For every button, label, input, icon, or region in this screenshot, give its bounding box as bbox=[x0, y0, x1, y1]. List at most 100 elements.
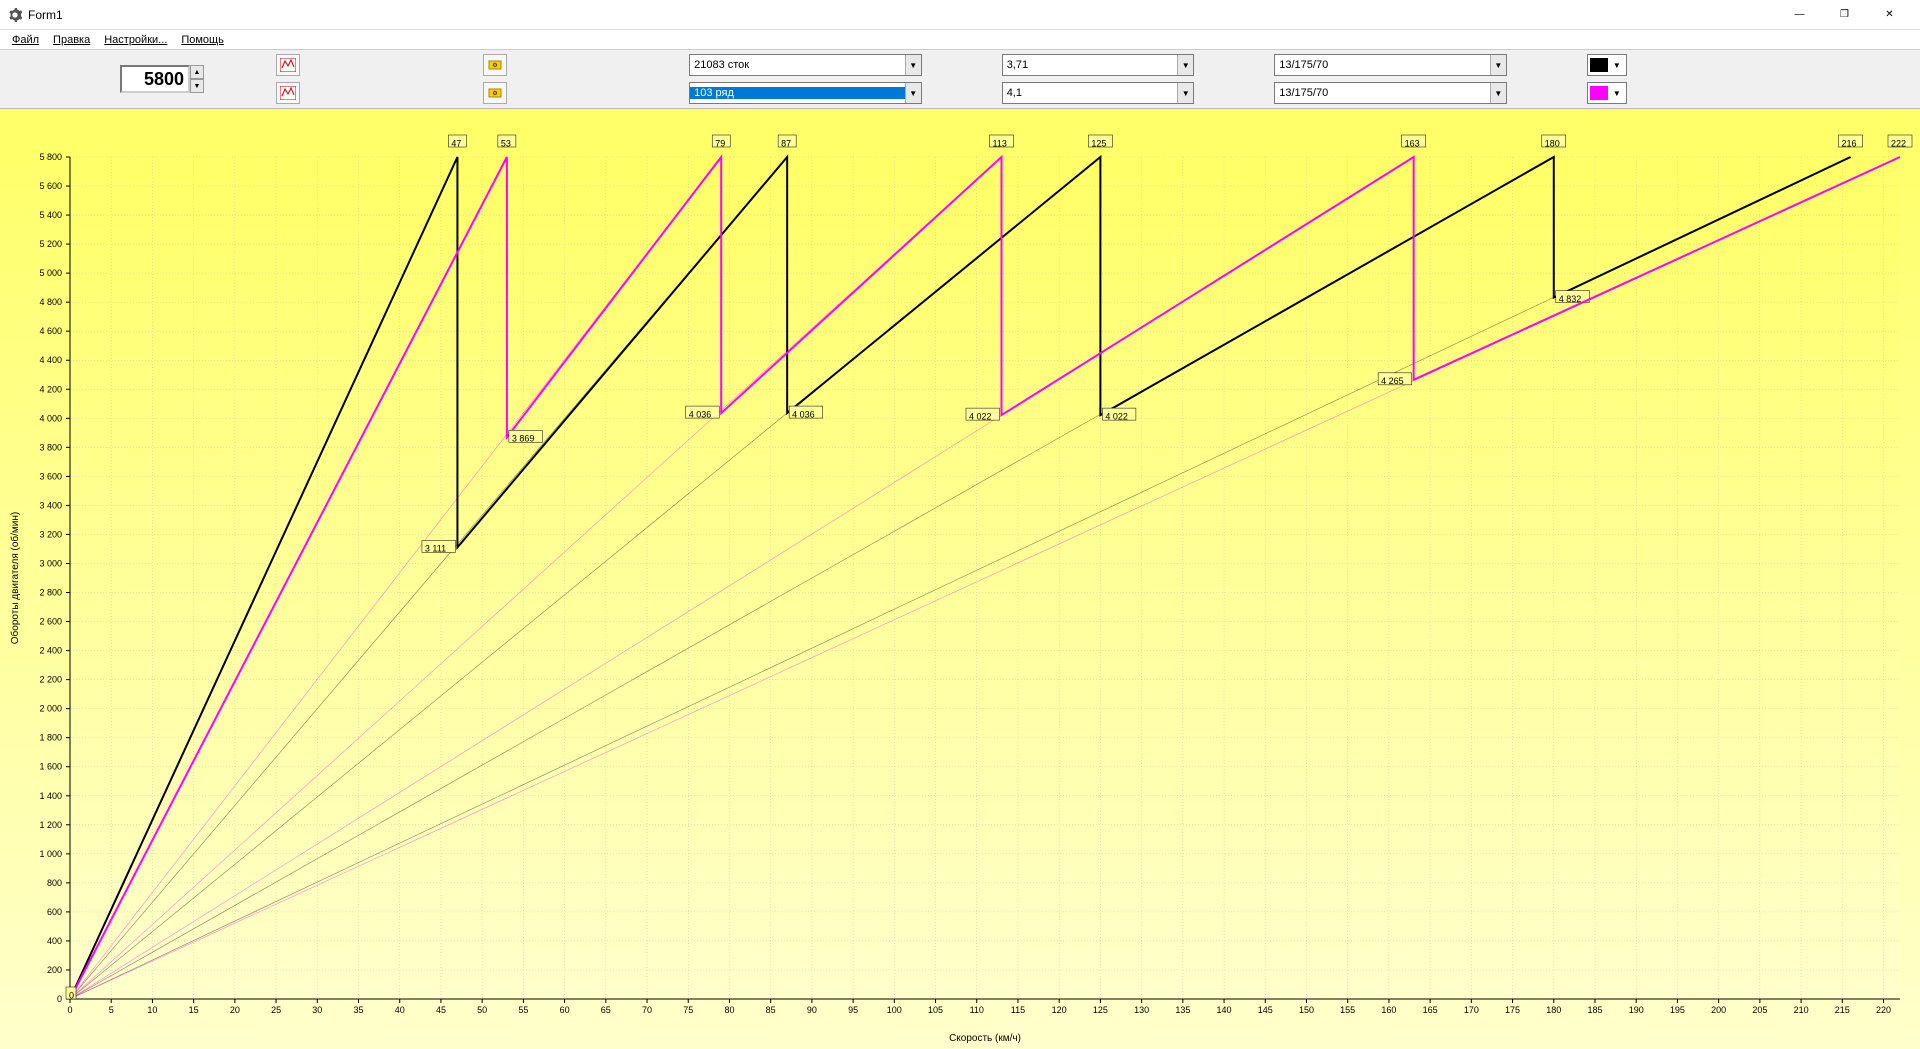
svg-text:5: 5 bbox=[109, 1005, 114, 1015]
svg-text:1 200: 1 200 bbox=[39, 820, 62, 830]
svg-text:800: 800 bbox=[47, 878, 62, 888]
svg-text:3 111: 3 111 bbox=[425, 544, 446, 554]
svg-text:53: 53 bbox=[501, 138, 511, 148]
svg-text:110: 110 bbox=[970, 1005, 984, 1015]
svg-text:75: 75 bbox=[683, 1005, 693, 1015]
minimize-button[interactable]: — bbox=[1777, 1, 1822, 29]
svg-text:4 022: 4 022 bbox=[1105, 411, 1128, 421]
svg-text:65: 65 bbox=[601, 1005, 611, 1015]
svg-text:215: 215 bbox=[1835, 1005, 1850, 1015]
menu-help[interactable]: Помощь bbox=[175, 32, 230, 48]
svg-text:5 200: 5 200 bbox=[39, 239, 62, 249]
svg-text:140: 140 bbox=[1217, 1005, 1232, 1015]
chevron-down-icon: ▼ bbox=[1490, 55, 1506, 75]
menu-settings[interactable]: Настройки... bbox=[98, 32, 173, 48]
tire-select-1[interactable]: 13/175/70▼ bbox=[1274, 54, 1507, 76]
svg-text:125: 125 bbox=[1093, 1005, 1108, 1015]
rpm-up-button[interactable]: ▲ bbox=[190, 65, 204, 79]
svg-text:3 000: 3 000 bbox=[39, 558, 62, 568]
svg-text:70: 70 bbox=[642, 1005, 652, 1015]
svg-text:150: 150 bbox=[1299, 1005, 1314, 1015]
svg-text:115: 115 bbox=[1011, 1005, 1025, 1015]
chevron-down-icon: ▼ bbox=[1610, 61, 1624, 70]
gear-icon-2[interactable]: ⚙ bbox=[483, 82, 507, 104]
color-swatch bbox=[1590, 86, 1608, 100]
menu-edit[interactable]: Правка bbox=[47, 32, 96, 48]
gear-icon-1[interactable]: ⚙ bbox=[483, 54, 507, 76]
chevron-down-icon: ▼ bbox=[1490, 83, 1506, 103]
svg-text:190: 190 bbox=[1629, 1005, 1644, 1015]
svg-text:4 022: 4 022 bbox=[969, 411, 992, 421]
svg-text:5 400: 5 400 bbox=[39, 210, 62, 220]
chevron-down-icon: ▼ bbox=[1610, 89, 1624, 98]
svg-text:25: 25 bbox=[271, 1005, 281, 1015]
svg-text:145: 145 bbox=[1258, 1005, 1273, 1015]
svg-text:4 036: 4 036 bbox=[689, 409, 712, 419]
svg-text:87: 87 bbox=[781, 138, 791, 148]
svg-text:4 000: 4 000 bbox=[39, 413, 62, 423]
svg-text:79: 79 bbox=[715, 138, 725, 148]
maximize-button[interactable]: ❐ bbox=[1822, 1, 1867, 29]
chart-icon-1[interactable] bbox=[276, 54, 300, 76]
chart-area: 0510152025303540455055606570758085909510… bbox=[0, 109, 1920, 1049]
svg-text:15: 15 bbox=[189, 1005, 199, 1015]
chevron-down-icon: ▼ bbox=[905, 83, 921, 103]
svg-text:170: 170 bbox=[1464, 1005, 1479, 1015]
chevron-down-icon: ▼ bbox=[1177, 55, 1193, 75]
svg-text:⚙: ⚙ bbox=[492, 90, 497, 97]
ratio-select-1[interactable]: 3,71▼ bbox=[1002, 54, 1195, 76]
svg-text:⚙: ⚙ bbox=[492, 62, 497, 69]
menu-file[interactable]: Файл bbox=[6, 32, 45, 48]
rpm-input[interactable]: 5800 bbox=[120, 65, 190, 93]
svg-text:4 200: 4 200 bbox=[39, 384, 62, 394]
gear-rpm-chart: 0510152025303540455055606570758085909510… bbox=[0, 109, 1920, 1049]
svg-text:2 600: 2 600 bbox=[39, 617, 62, 627]
svg-text:180: 180 bbox=[1545, 138, 1560, 148]
svg-text:90: 90 bbox=[807, 1005, 817, 1015]
svg-text:5 800: 5 800 bbox=[39, 152, 62, 162]
close-button[interactable]: ✕ bbox=[1867, 1, 1912, 29]
svg-text:210: 210 bbox=[1794, 1005, 1809, 1015]
svg-text:3 200: 3 200 bbox=[39, 529, 62, 539]
svg-text:165: 165 bbox=[1423, 1005, 1438, 1015]
svg-text:180: 180 bbox=[1546, 1005, 1561, 1015]
svg-text:80: 80 bbox=[724, 1005, 734, 1015]
chart-icon-2[interactable] bbox=[276, 82, 300, 104]
svg-text:3 800: 3 800 bbox=[39, 442, 62, 452]
svg-text:195: 195 bbox=[1670, 1005, 1685, 1015]
svg-text:4 265: 4 265 bbox=[1381, 376, 1404, 386]
svg-text:85: 85 bbox=[766, 1005, 776, 1015]
color-select-2[interactable]: ▼ bbox=[1587, 82, 1627, 104]
svg-text:5 600: 5 600 bbox=[39, 181, 62, 191]
svg-text:60: 60 bbox=[560, 1005, 570, 1015]
preset-select-1[interactable]: 21083 сток▼ bbox=[689, 54, 922, 76]
svg-text:4 800: 4 800 bbox=[39, 297, 62, 307]
rpm-spinner[interactable]: 5800 ▲ ▼ bbox=[120, 65, 204, 93]
ratio-select-2[interactable]: 4,1▼ bbox=[1002, 82, 1195, 104]
preset-select-2[interactable]: 103 ряд▼ bbox=[689, 82, 922, 104]
svg-text:400: 400 bbox=[47, 936, 62, 946]
svg-text:120: 120 bbox=[1052, 1005, 1067, 1015]
svg-text:2 200: 2 200 bbox=[39, 675, 62, 685]
svg-text:175: 175 bbox=[1505, 1005, 1520, 1015]
svg-text:135: 135 bbox=[1175, 1005, 1190, 1015]
svg-text:3 869: 3 869 bbox=[512, 434, 535, 444]
svg-text:100: 100 bbox=[887, 1005, 902, 1015]
svg-text:Обороты двигателя (об/мин): Обороты двигателя (об/мин) bbox=[9, 512, 21, 644]
color-select-1[interactable]: ▼ bbox=[1587, 54, 1627, 76]
svg-text:185: 185 bbox=[1587, 1005, 1602, 1015]
svg-text:47: 47 bbox=[451, 138, 461, 148]
svg-text:160: 160 bbox=[1381, 1005, 1396, 1015]
svg-text:2 000: 2 000 bbox=[39, 704, 62, 714]
svg-text:3 400: 3 400 bbox=[39, 500, 62, 510]
tire-select-2[interactable]: 13/175/70▼ bbox=[1274, 82, 1507, 104]
svg-text:155: 155 bbox=[1340, 1005, 1355, 1015]
svg-text:0: 0 bbox=[57, 994, 62, 1004]
svg-text:4 832: 4 832 bbox=[1559, 294, 1582, 304]
svg-text:216: 216 bbox=[1842, 138, 1857, 148]
svg-text:1 400: 1 400 bbox=[39, 791, 62, 801]
rpm-down-button[interactable]: ▼ bbox=[190, 79, 204, 93]
titlebar: Form1 — ❐ ✕ bbox=[0, 0, 1920, 30]
svg-text:0: 0 bbox=[69, 990, 74, 1000]
svg-text:2 800: 2 800 bbox=[39, 588, 62, 598]
